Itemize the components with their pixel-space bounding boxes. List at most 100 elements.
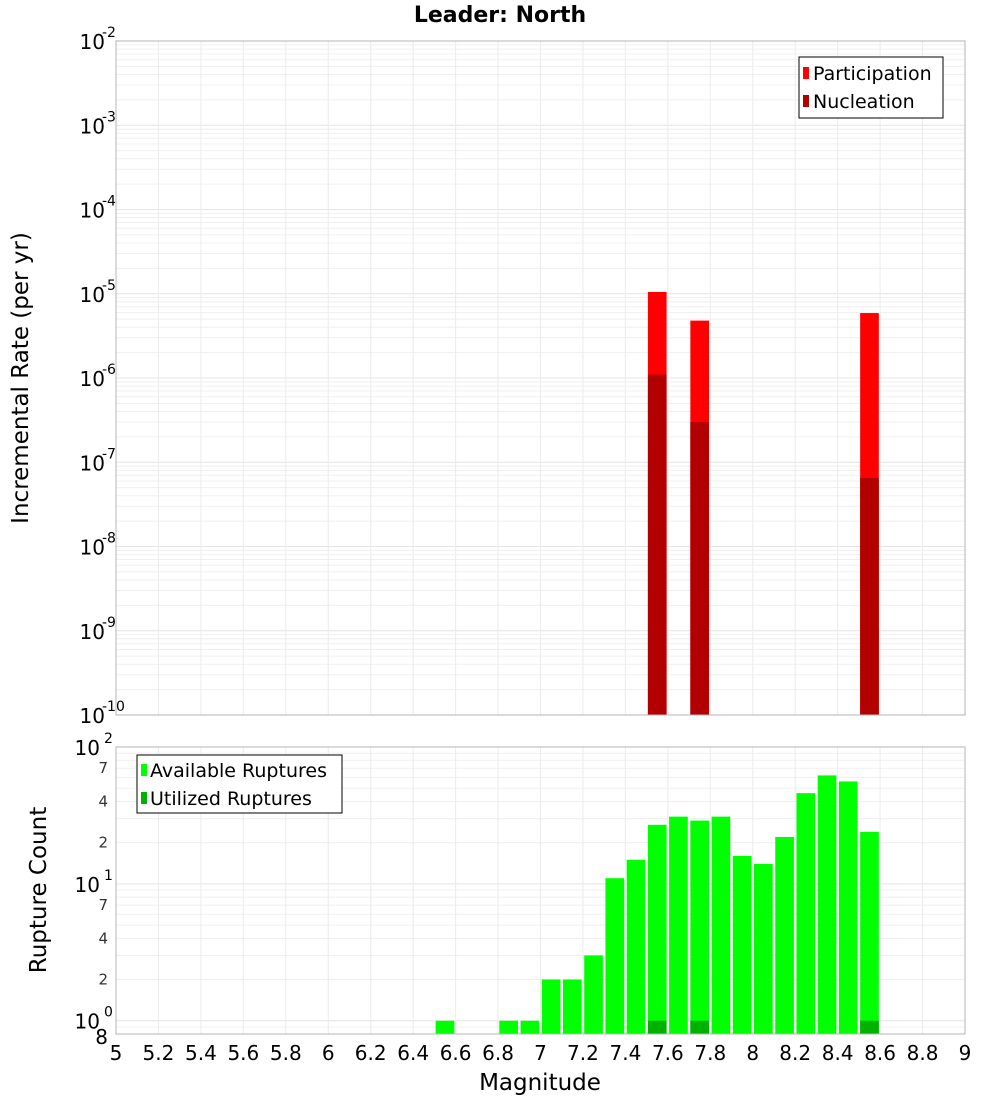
x-tick-label: 5 <box>110 1041 123 1065</box>
top-y-axis-label: Incremental Rate (per yr) <box>8 232 34 524</box>
incremental-rate-panel: 10-210-310-410-510-610-710-810-910-10 In… <box>8 25 966 728</box>
x-tick-label: 5.6 <box>227 1041 259 1065</box>
top-y-tick-labels: 10-210-310-410-510-610-710-810-910-10 <box>80 25 125 728</box>
available-ruptures-bar <box>838 781 858 1034</box>
available-ruptures-bar <box>817 775 837 1034</box>
legend-label-utilized: Utilized Ruptures <box>150 788 312 810</box>
top-y-tick: 10-9 <box>80 615 116 644</box>
nucleation-bar <box>690 422 710 715</box>
x-tick-label: 6.2 <box>355 1041 387 1065</box>
top-plot-border <box>115 40 966 716</box>
available-ruptures-bar <box>690 820 710 1034</box>
top-y-tick-exponent: -9 <box>102 615 116 631</box>
top-y-tick-exponent: -7 <box>102 446 116 462</box>
bottom-y-tick-base: 10 <box>75 1010 100 1034</box>
bottom-y-tick-exponent: 2 <box>104 731 113 747</box>
top-legend: Participation Nucleation <box>798 56 944 119</box>
bottom-y-tick: 10 1 <box>75 868 113 897</box>
bottom-y-minor-tick-label: 4 <box>98 929 108 947</box>
utilized-ruptures-bar <box>860 1020 879 1034</box>
available-ruptures-bar <box>647 824 667 1034</box>
legend-label-nucleation: Nucleation <box>813 91 915 113</box>
available-ruptures-bar <box>541 979 561 1034</box>
x-tick-label: 5.4 <box>185 1041 217 1065</box>
available-ruptures-bar <box>562 979 582 1034</box>
top-y-tick: 10-8 <box>80 531 116 560</box>
legend-swatch-utilized <box>141 792 147 804</box>
top-y-tick-base: 10 <box>80 536 105 560</box>
bottom-plot-border <box>115 746 966 1035</box>
x-tick-label: 6.8 <box>482 1041 514 1065</box>
top-legend-box <box>798 56 944 119</box>
legend-label-participation: Participation <box>813 63 932 85</box>
x-tick-label: 6.6 <box>440 1041 472 1065</box>
available-ruptures-bar <box>669 816 688 1034</box>
top-y-tick-exponent: -6 <box>102 362 116 378</box>
top-y-tick-exponent: -4 <box>102 194 116 210</box>
top-gridlines <box>115 41 966 716</box>
top-y-tick: 10-4 <box>80 194 117 223</box>
top-y-tick-exponent: -2 <box>102 25 116 41</box>
x-tick-label: 6 <box>322 1041 335 1065</box>
top-y-tick-base: 10 <box>80 199 105 223</box>
x-tick-label: 7.4 <box>609 1041 641 1065</box>
x-tick-label: 8 <box>746 1041 759 1065</box>
top-y-tick-exponent: -10 <box>102 699 125 715</box>
x-tick-label: 7.2 <box>567 1041 599 1065</box>
x-tick-label: 8.2 <box>779 1041 811 1065</box>
x-tick-label: 5.2 <box>143 1041 175 1065</box>
bottom-y-tick: 10 0 <box>75 1005 113 1034</box>
top-y-tick-exponent: -8 <box>102 531 116 547</box>
utilized-ruptures-bar <box>690 1020 710 1034</box>
available-ruptures-bar <box>860 831 879 1034</box>
top-y-tick-base: 10 <box>80 283 105 307</box>
top-y-tick-base: 10 <box>80 704 105 728</box>
available-ruptures-bar <box>711 816 731 1034</box>
x-tick-label: 7 <box>534 1041 547 1065</box>
x-tick-label: 7.6 <box>652 1041 684 1065</box>
available-ruptures-bar <box>796 793 816 1034</box>
top-y-tick-base: 10 <box>80 367 105 391</box>
x-tick-labels: 5 5.2 5.4 5.6 5.8 6 6.2 6.4 6.6 6.8 7 7.2 7.4 7.6 7.8 8… <box>110 1041 972 1065</box>
bottom-y-minor-tick-label: 7 <box>98 759 108 777</box>
bottom-legend-box <box>136 754 343 814</box>
chart-title: Leader: North <box>414 3 586 28</box>
available-ruptures-bar <box>754 863 773 1034</box>
available-ruptures-bar <box>626 859 646 1034</box>
bottom-y-minor-tick-label: 2 <box>98 971 108 989</box>
top-y-tick: 10-5 <box>80 278 116 307</box>
available-ruptures-bar <box>775 837 794 1034</box>
top-y-tick-base: 10 <box>80 620 105 644</box>
top-y-tick: 10-6 <box>80 362 117 391</box>
bottom-y-minor-tick-label: 4 <box>98 792 108 810</box>
available-ruptures-bar <box>435 1020 455 1034</box>
legend-swatch-available <box>141 764 147 776</box>
x-tick-label: 5.8 <box>270 1041 302 1065</box>
top-y-tick: 10-2 <box>80 25 116 54</box>
available-ruptures-bar <box>605 878 625 1034</box>
available-ruptures-bar <box>732 855 752 1034</box>
bottom-y-tick-base: 10 <box>75 736 100 760</box>
available-ruptures-bar <box>584 955 603 1034</box>
bottom-y-tick: 10 2 <box>75 731 113 760</box>
top-bars <box>647 291 879 715</box>
top-y-tick-base: 10 <box>80 30 105 54</box>
bottom-y-tick-exponent: 1 <box>104 868 113 884</box>
available-ruptures-bar <box>520 1020 540 1034</box>
top-y-tick-base: 10 <box>80 114 105 138</box>
available-ruptures-bar <box>499 1020 519 1034</box>
top-y-tick-exponent: -5 <box>102 278 116 294</box>
x-tick-label: 7.8 <box>694 1041 726 1065</box>
legend-swatch-nucleation <box>803 95 809 107</box>
x-axis-label: Magnitude <box>479 1070 601 1096</box>
x-tick-label: 8.4 <box>822 1041 854 1065</box>
x-tick-label: 6.4 <box>397 1041 429 1065</box>
x-tick-label: 8.8 <box>907 1041 939 1065</box>
top-y-tick-base: 10 <box>80 451 105 475</box>
bottom-y-minor-tick-label: 8 <box>95 1025 108 1049</box>
x-tick-label: 8.6 <box>864 1041 896 1065</box>
bottom-legend: Available Ruptures Utilized Ruptures <box>136 754 343 814</box>
